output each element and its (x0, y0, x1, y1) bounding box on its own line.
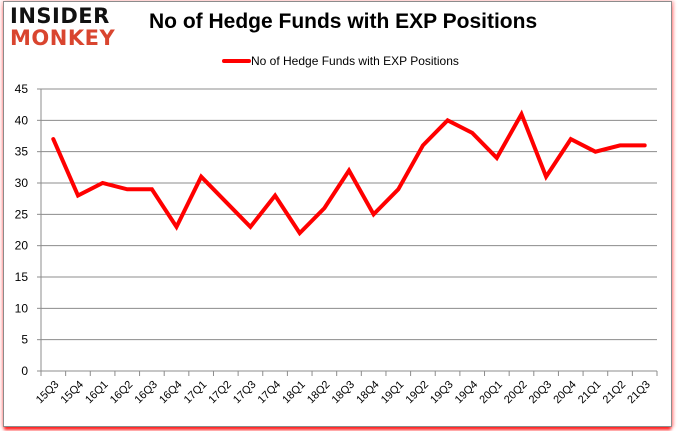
x-tick-label: 19Q3 (428, 379, 456, 407)
x-tick-label: 21Q3 (625, 379, 653, 407)
x-tick-label: 18Q3 (330, 379, 358, 407)
x-tick-label: 20Q4 (551, 379, 579, 407)
x-tick-label: 20Q2 (502, 379, 530, 407)
legend-label: No of Hedge Funds with EXP Positions (251, 54, 459, 68)
y-tick-label: 15 (15, 270, 29, 284)
x-tick-label: 19Q4 (453, 379, 481, 407)
logo-line-1: INSIDER (10, 4, 110, 28)
x-tick-label: 18Q1 (280, 379, 308, 407)
x-tick-label: 21Q2 (601, 379, 629, 407)
legend-swatch (222, 59, 251, 63)
x-tick-label: 19Q2 (404, 379, 432, 407)
y-tick-label: 0 (21, 364, 28, 378)
y-tick-label: 45 (15, 82, 29, 96)
insider-monkey-logo: INSIDER MONKEY (10, 6, 115, 49)
y-tick-label: 10 (15, 301, 29, 315)
x-tick-label: 20Q1 (477, 379, 505, 407)
x-tick-label: 21Q1 (576, 379, 604, 407)
data-series-line (51, 109, 647, 237)
x-tick-label: 16Q3 (132, 379, 160, 407)
x-tick-label: 20Q3 (527, 379, 555, 407)
y-tick-label: 25 (15, 207, 29, 221)
chart-title: No of Hedge Funds with EXP Positions (149, 10, 538, 33)
x-tick-label: 18Q2 (305, 379, 333, 407)
x-tick-label: 16Q1 (83, 379, 111, 407)
x-tick-label: 15Q3 (34, 379, 62, 407)
y-tick-label: 5 (21, 333, 28, 347)
y-tick-label: 40 (15, 113, 29, 127)
x-tick-label: 16Q4 (157, 379, 185, 407)
x-tick-label: 16Q2 (108, 379, 136, 407)
x-tick-label: 15Q4 (59, 379, 87, 407)
x-tick-label: 18Q4 (354, 379, 382, 407)
x-tick-label: 17Q1 (182, 379, 210, 407)
y-tick-label: 35 (15, 145, 29, 159)
x-tick-label: 17Q3 (231, 379, 259, 407)
y-tick-label: 30 (15, 176, 29, 190)
x-tick-label: 17Q2 (206, 379, 234, 407)
chart-legend: No of Hedge Funds with EXP Positions (222, 54, 459, 68)
x-tick-label: 17Q4 (256, 379, 284, 407)
y-tick-label: 20 (15, 239, 29, 253)
logo-line-2: MONKEY (10, 26, 116, 50)
x-tick-label: 19Q1 (379, 379, 407, 407)
